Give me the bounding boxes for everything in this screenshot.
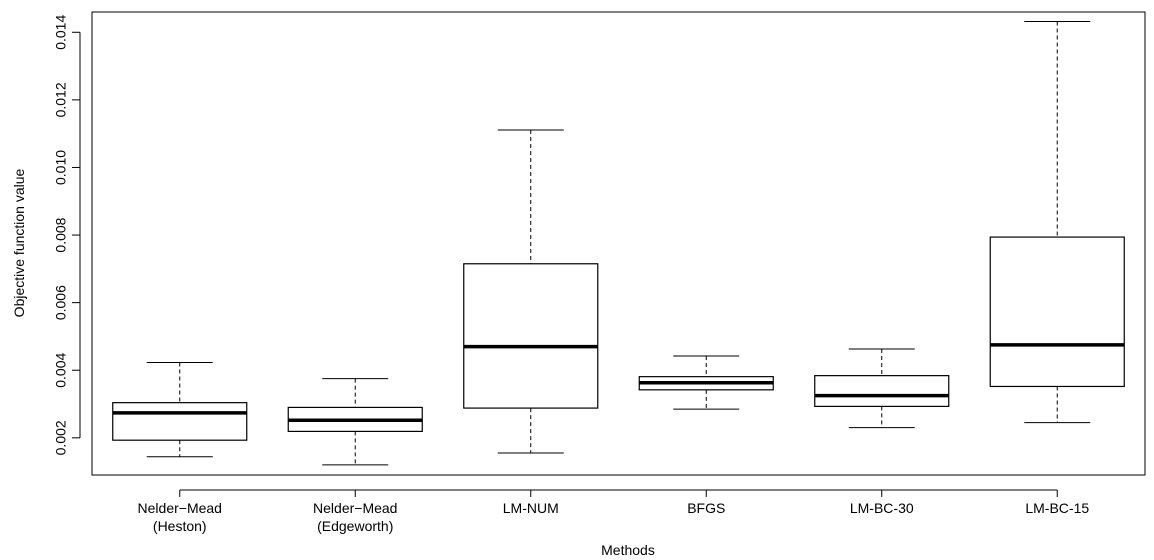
- plot-frame: [91, 11, 1146, 476]
- x-tick-label: (Edgeworth): [317, 518, 393, 534]
- x-axis: Nelder−Mead (Heston) Nelder−Mead (Edgeworth…: [138, 489, 1089, 534]
- x-axis-title: Methods: [601, 542, 655, 558]
- box-5: [989, 20, 1125, 424]
- box-1: [287, 378, 423, 466]
- y-tick-label: 0.012: [53, 82, 69, 117]
- y-tick-label: 0.008: [53, 217, 69, 252]
- box-3: [638, 355, 774, 410]
- x-tick-label: Nelder−Mead: [313, 500, 397, 516]
- box-iqr: [463, 263, 599, 409]
- y-tick-label: 0.002: [53, 420, 69, 455]
- box-0: [112, 361, 248, 458]
- x-tick-label: BFGS: [687, 500, 725, 516]
- x-tick-label: LM-NUM: [503, 500, 559, 516]
- y-tick-label: 0.006: [53, 285, 69, 320]
- box-iqr: [814, 375, 950, 407]
- y-axis-title: Objective function value: [11, 168, 27, 317]
- box-iqr: [989, 236, 1125, 388]
- box-iqr: [112, 402, 248, 441]
- x-tick-label: LM-BC-15: [1025, 500, 1089, 516]
- x-tick-label: LM-BC-30: [850, 500, 914, 516]
- x-tick-label: (Heston): [153, 518, 207, 534]
- y-axis: 0.002 0.004 0.006 0.008 0.010 0.012 0.014: [53, 15, 81, 455]
- y-tick-label: 0.014: [53, 15, 69, 50]
- boxes-group: [112, 20, 1125, 466]
- box-2: [463, 129, 599, 454]
- y-tick-label: 0.010: [53, 150, 69, 185]
- box-4: [814, 348, 950, 429]
- y-tick-label: 0.004: [53, 353, 69, 388]
- x-tick-label: Nelder−Mead: [138, 500, 222, 516]
